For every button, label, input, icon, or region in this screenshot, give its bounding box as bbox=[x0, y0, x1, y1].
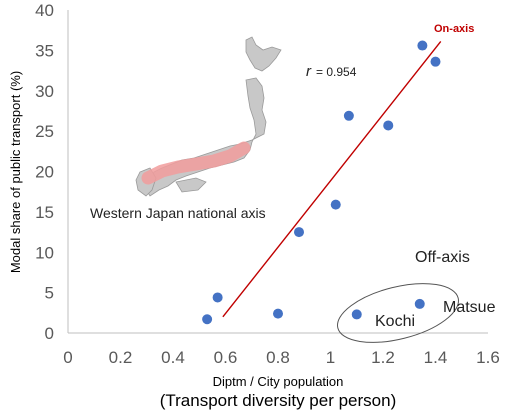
map-caption: Western Japan national axis bbox=[90, 205, 266, 221]
x-tick-label: 1.4 bbox=[424, 348, 448, 367]
data-point bbox=[351, 309, 362, 320]
data-points bbox=[202, 40, 441, 325]
y-tick-label: 40 bbox=[35, 1, 54, 20]
national-axis-band bbox=[141, 141, 251, 185]
data-point bbox=[294, 227, 304, 238]
x-tick-label: 0.2 bbox=[109, 348, 133, 367]
kochi-label: Kochi bbox=[375, 313, 415, 330]
r-value: = 0.954 bbox=[316, 65, 357, 79]
map-honshu bbox=[144, 77, 267, 197]
data-point bbox=[212, 292, 223, 303]
y-tick-labels: 0 5 10 15 20 25 30 35 40 bbox=[35, 1, 54, 343]
x-tick-label: 1 bbox=[326, 348, 335, 367]
data-point bbox=[273, 308, 283, 319]
x-tick-label: 0.6 bbox=[214, 348, 238, 367]
data-point bbox=[330, 199, 341, 210]
y-tick-label: 10 bbox=[35, 243, 54, 262]
r-label: r bbox=[306, 63, 312, 80]
y-tick-label: 5 bbox=[45, 284, 54, 303]
data-point bbox=[383, 120, 394, 131]
data-point bbox=[202, 314, 213, 325]
off-axis-ellipse bbox=[337, 283, 459, 343]
matsue-label: Matsue bbox=[443, 299, 496, 316]
on-axis-label: On-axis bbox=[434, 23, 474, 35]
trend-line bbox=[222, 41, 442, 318]
y-tick-label: 0 bbox=[45, 324, 54, 343]
data-point bbox=[417, 40, 428, 51]
data-point bbox=[343, 110, 354, 121]
x-tick-labels: 0 0.2 0.4 0.6 0.8 1 1.2 1.4 1.6 bbox=[63, 348, 500, 367]
x-tick-label: 0.4 bbox=[161, 348, 185, 367]
x-tick-label: 1.6 bbox=[476, 348, 500, 367]
data-point bbox=[414, 298, 425, 309]
y-tick-label: 20 bbox=[35, 163, 54, 182]
map-shikoku bbox=[175, 177, 207, 193]
y-axis-title: Modal share of public transport (%) bbox=[8, 71, 23, 273]
x-axis-title: Diptm / City population bbox=[213, 374, 344, 389]
off-axis-label: Off-axis bbox=[415, 249, 470, 266]
x-tick-label: 1.2 bbox=[371, 348, 395, 367]
map-hokkaido bbox=[245, 36, 282, 72]
data-point bbox=[430, 56, 441, 67]
x-tick-label: 0 bbox=[63, 348, 72, 367]
japan-map bbox=[135, 36, 282, 197]
y-tick-label: 35 bbox=[35, 41, 54, 60]
y-tick-label: 25 bbox=[35, 122, 54, 141]
y-tick-label: 30 bbox=[35, 82, 54, 101]
y-tick-label: 15 bbox=[35, 203, 54, 222]
x-axis-subtitle: (Transport diversity per person) bbox=[160, 391, 397, 410]
x-tick-label: 0.8 bbox=[266, 348, 290, 367]
